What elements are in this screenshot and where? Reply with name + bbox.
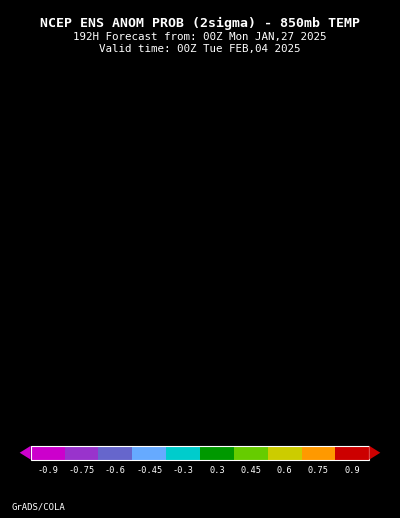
FancyArrow shape (369, 446, 380, 459)
Bar (31, 446, 369, 459)
Bar (234, 446, 268, 459)
Text: 192H Forecast from: 00Z Mon JAN,27 2025: 192H Forecast from: 00Z Mon JAN,27 2025 (73, 32, 327, 42)
Text: -0.45: -0.45 (136, 466, 162, 475)
Text: 0.45: 0.45 (240, 466, 261, 475)
Bar (31, 446, 64, 459)
Text: -0.9: -0.9 (37, 466, 58, 475)
Bar (64, 446, 98, 459)
Text: NCEP ENS ANOM PROB (2sigma) - 850mb TEMP: NCEP ENS ANOM PROB (2sigma) - 850mb TEMP (40, 17, 360, 30)
Bar (98, 446, 132, 459)
Bar (302, 446, 336, 459)
Text: GrADS/COLA: GrADS/COLA (12, 503, 66, 512)
Text: -0.3: -0.3 (172, 466, 194, 475)
Bar (336, 446, 369, 459)
Bar (200, 446, 234, 459)
FancyArrow shape (20, 446, 31, 459)
Text: 0.75: 0.75 (308, 466, 329, 475)
Bar (166, 446, 200, 459)
Bar (132, 446, 166, 459)
Text: 0.6: 0.6 (277, 466, 292, 475)
Bar (268, 446, 302, 459)
Text: 0.9: 0.9 (344, 466, 360, 475)
Text: 0.3: 0.3 (209, 466, 225, 475)
Text: Valid time: 00Z Tue FEB,04 2025: Valid time: 00Z Tue FEB,04 2025 (99, 44, 301, 54)
Text: -0.6: -0.6 (105, 466, 126, 475)
Text: -0.75: -0.75 (68, 466, 95, 475)
